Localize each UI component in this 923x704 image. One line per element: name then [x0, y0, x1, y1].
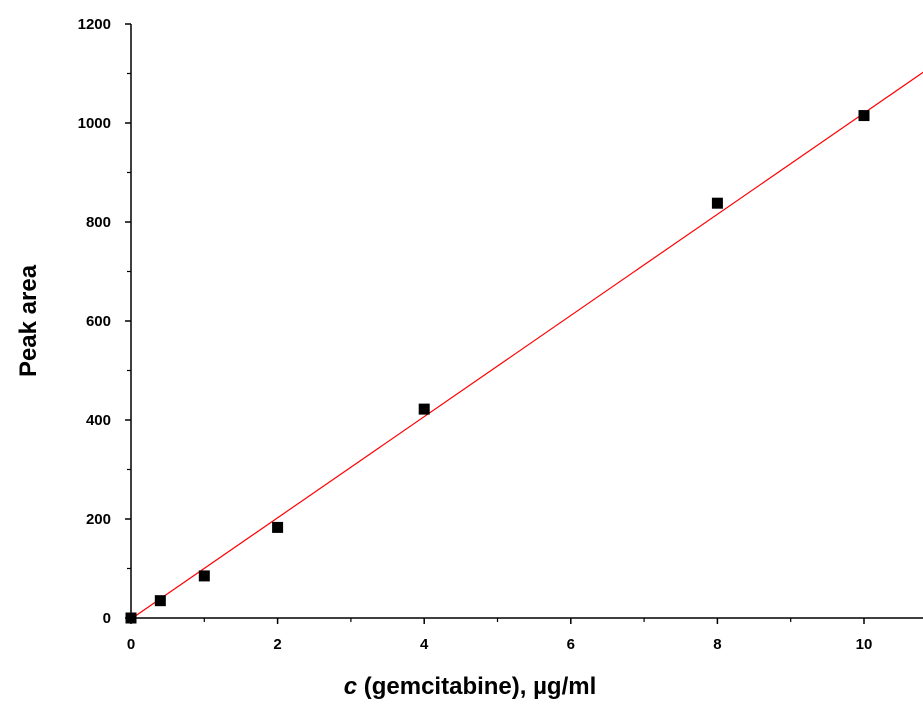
- y-tick-label: 800: [86, 214, 111, 231]
- linear-fit-line: [131, 71, 923, 620]
- x-axis-title-variable: c: [344, 673, 357, 700]
- x-tick-label: 10: [856, 636, 873, 653]
- data-point-square: [858, 110, 870, 122]
- x-tick-label: 6: [567, 636, 575, 653]
- data-points: [125, 110, 870, 624]
- data-point-square: [711, 197, 723, 209]
- y-tick-label: 0: [103, 610, 111, 627]
- y-tick-label: 1000: [78, 115, 111, 132]
- data-point-square: [272, 521, 284, 533]
- x-axis-ticks: 0 2 4 6 8 10: [127, 618, 873, 653]
- y-axis-title: Peak area: [15, 264, 42, 377]
- y-tick-label: 600: [86, 313, 111, 330]
- data-point-square: [198, 570, 210, 582]
- y-tick-label: 200: [86, 511, 111, 528]
- data-point-square: [154, 595, 166, 607]
- x-tick-label: 0: [127, 636, 135, 653]
- x-tick-label: 8: [713, 636, 721, 653]
- x-tick-label: 4: [420, 636, 429, 653]
- x-axis-title: c (gemcitabine), µg/ml: [344, 673, 597, 700]
- data-point-square: [418, 403, 430, 415]
- y-axis-ticks: 0 200 400 600 800 1000 1200: [78, 16, 131, 627]
- x-tick-label: 2: [273, 636, 281, 653]
- y-tick-label: 1200: [78, 16, 111, 33]
- y-tick-label: 400: [86, 412, 111, 429]
- x-axis-title-rest: (gemcitabine), µg/ml: [357, 673, 596, 700]
- data-point-square: [125, 612, 137, 624]
